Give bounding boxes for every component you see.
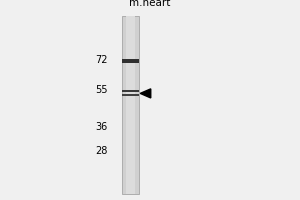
Bar	[122, 90, 139, 92]
Text: 72: 72	[95, 55, 108, 65]
Bar	[122, 94, 139, 96]
Text: 36: 36	[96, 122, 108, 132]
Text: m.heart: m.heart	[129, 0, 171, 8]
Polygon shape	[140, 89, 151, 98]
Bar	[122, 16, 139, 194]
Bar	[126, 16, 135, 194]
Bar	[122, 59, 139, 63]
Text: 55: 55	[95, 85, 108, 95]
Text: 28: 28	[96, 146, 108, 156]
